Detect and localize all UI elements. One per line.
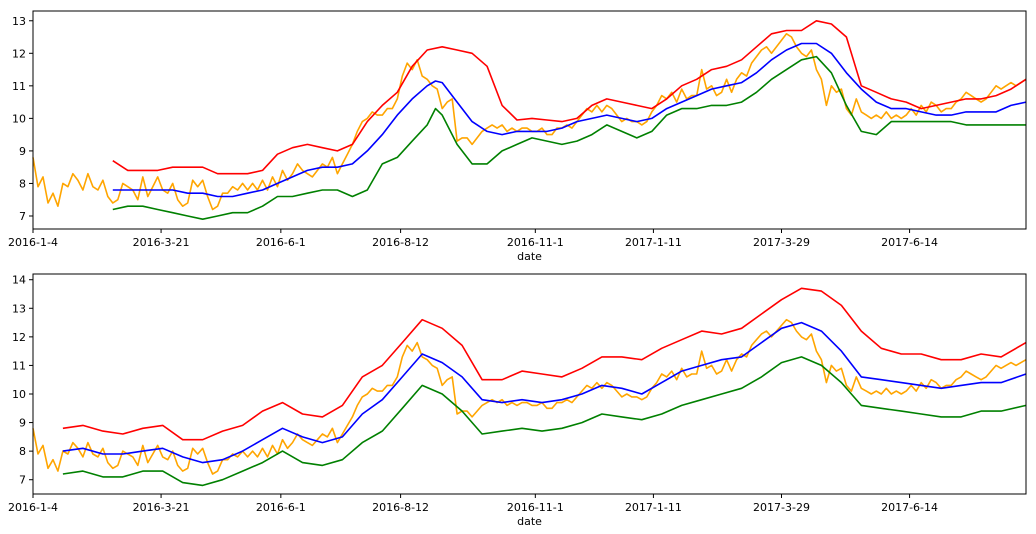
x-tick-label: 2016-11-1 (507, 236, 564, 249)
axes-frame (32, 10, 1027, 230)
y-tick-label: 10 (12, 112, 26, 125)
plot-lines (32, 287, 1027, 487)
y-tick-label: 12 (12, 331, 26, 344)
series-line-3 (112, 20, 1027, 175)
y-tick-label: 13 (12, 15, 26, 28)
y-tick-label: 10 (12, 388, 26, 401)
series-line-4 (112, 55, 1026, 220)
x-tick-label: 2016-3-21 (133, 236, 190, 249)
x-axis-label: date (517, 250, 542, 263)
x-axis-label: date (517, 515, 542, 528)
series-line-2 (112, 42, 1027, 198)
y-tick-label: 11 (12, 359, 26, 372)
y-tick-label: 12 (12, 47, 26, 60)
series-line-2 (62, 321, 1027, 464)
x-tick-label: 2017-1-11 (625, 501, 682, 514)
y-tick-label: 8 (19, 177, 26, 190)
x-tick-label: 2017-3-29 (753, 501, 810, 514)
y-tick-label: 13 (12, 302, 26, 315)
y-tick-label: 9 (19, 145, 26, 158)
y-axis-ticks: 7 8 9 10 11 12 13 (12, 15, 33, 223)
y-tick-label: 8 (19, 445, 26, 458)
y-tick-label: 14 (12, 274, 26, 287)
series-line-1 (32, 33, 1027, 211)
y-axis-ticks: 7 8 9 10 11 12 13 14 (12, 274, 33, 487)
x-tick-label: 2016-6-1 (256, 501, 306, 514)
series-line-1 (32, 318, 1027, 475)
y-tick-label: 11 (12, 80, 26, 93)
x-tick-label: 2016-3-21 (133, 501, 190, 514)
y-tick-label: 9 (19, 417, 26, 430)
plot-lines (32, 20, 1027, 220)
axes-frame (32, 273, 1027, 495)
y-tick-label: 7 (19, 474, 26, 487)
x-tick-label: 2016-1-4 (8, 501, 58, 514)
x-tick-label: 2017-3-29 (753, 236, 810, 249)
series-line-3 (62, 287, 1027, 441)
series-line-4 (62, 356, 1027, 487)
x-tick-label: 2017-6-14 (881, 501, 938, 514)
x-tick-label: 2017-1-11 (625, 236, 682, 249)
x-axis-ticks: 2016-1-4 2016-3-21 2016-6-1 2016-8-12 2016-1… (8, 229, 938, 249)
x-tick-label: 2016-1-4 (8, 236, 58, 249)
x-tick-label: 2016-6-1 (256, 236, 306, 249)
x-tick-label: 2017-6-14 (881, 236, 938, 249)
y-tick-label: 7 (19, 210, 26, 223)
x-tick-label: 2016-8-12 (372, 236, 429, 249)
x-tick-label: 2016-8-12 (372, 501, 429, 514)
x-axis-ticks: 2016-1-4 2016-3-21 2016-6-1 2016-8-12 2016-1… (8, 494, 938, 514)
x-tick-label: 2016-11-1 (507, 501, 564, 514)
